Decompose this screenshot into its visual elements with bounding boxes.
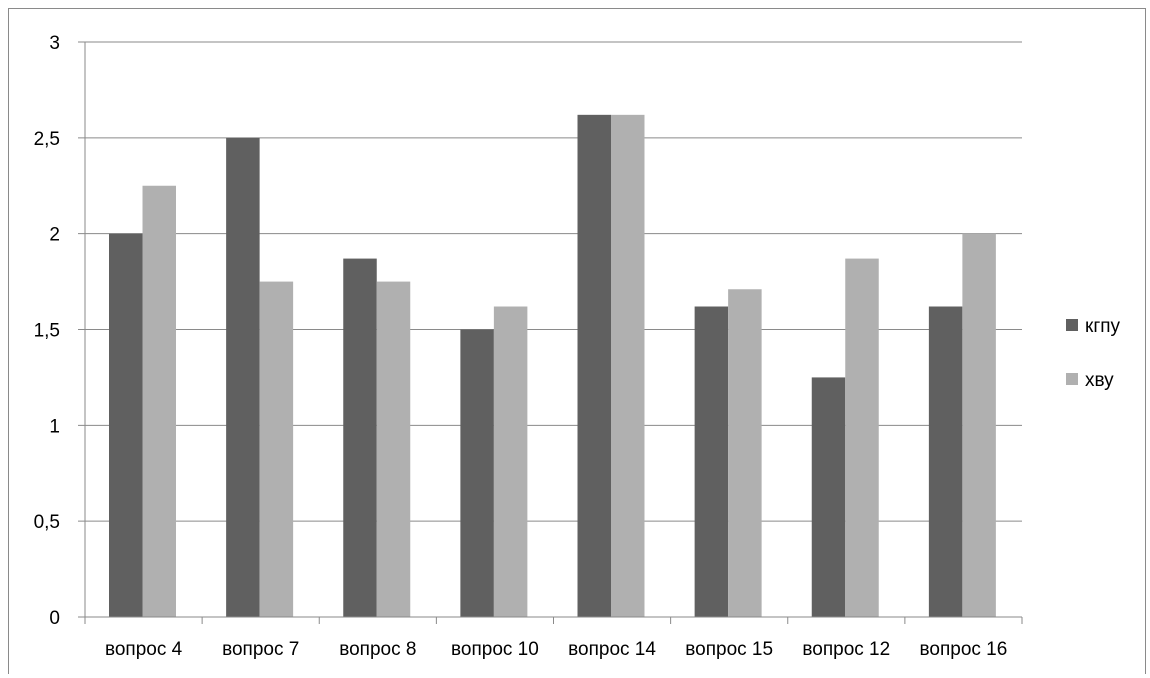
axes <box>78 42 1023 624</box>
y-tick-label: 0,5 <box>34 512 60 533</box>
y-tick-label: 1,5 <box>34 321 60 342</box>
x-tick-label: вопрос 10 <box>451 639 539 660</box>
bar-series-1 <box>577 114 611 617</box>
bar-series-2 <box>376 281 411 617</box>
y-tick-label: 1 <box>49 416 60 437</box>
y-tick-label: 2 <box>49 225 60 246</box>
bar-series-1 <box>343 258 377 617</box>
legend-swatch <box>1066 319 1078 331</box>
bar-series-1 <box>460 329 494 617</box>
legend: кгпу хву <box>1066 316 1121 391</box>
x-axis-tick-labels: вопрос 4 вопрос 7 вопрос 8 вопрос 10 вопрос … <box>105 639 1007 660</box>
bar-series-1 <box>694 306 729 617</box>
grid-lines <box>78 41 1022 522</box>
legend-label: хву <box>1085 370 1114 391</box>
bars <box>109 114 996 618</box>
legend-label: кгпу <box>1085 316 1121 337</box>
x-tick-label: вопрос 7 <box>222 639 299 660</box>
bar-series-2 <box>962 233 996 617</box>
y-tick-label: 2,5 <box>34 129 60 150</box>
x-tick-label: вопрос 8 <box>339 639 416 660</box>
x-tick-label: вопрос 16 <box>920 639 1008 660</box>
chart-frame <box>8 8 1146 674</box>
bar-series-2 <box>845 258 879 617</box>
y-axis-tick-labels: 0 0,5 1 1,5 2 2,5 3 <box>34 33 60 629</box>
y-tick-label: 3 <box>49 33 60 54</box>
y-tick-label: 0 <box>49 608 60 629</box>
bar-series-2 <box>611 114 645 617</box>
bar-series-1 <box>109 233 143 617</box>
x-tick-label: вопрос 14 <box>568 639 656 660</box>
x-tick-label: вопрос 4 <box>105 639 183 660</box>
bar-series-1 <box>226 137 260 618</box>
x-tick-label: вопрос 15 <box>685 639 773 660</box>
bar-series-2 <box>259 281 294 617</box>
x-tick-label: вопрос 12 <box>802 639 890 660</box>
legend-swatch <box>1066 373 1078 385</box>
bar-series-2 <box>493 306 528 617</box>
bar-series-2 <box>728 289 762 617</box>
bar-series-2 <box>142 185 176 617</box>
bar-series-1 <box>928 306 963 617</box>
bar-series-1 <box>811 377 846 617</box>
